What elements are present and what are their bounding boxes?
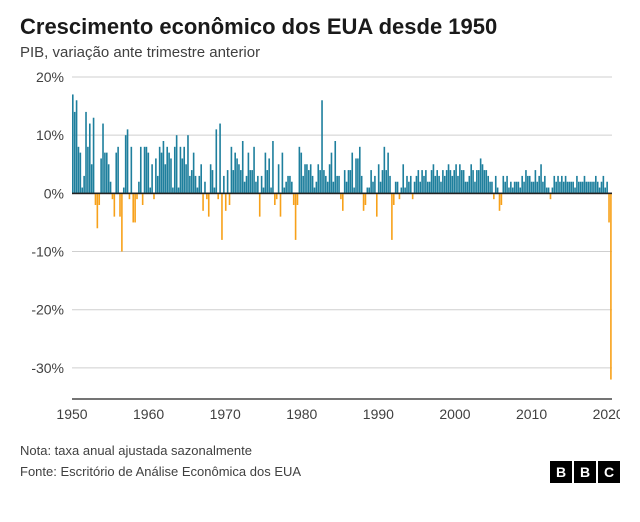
bbc-logo-letter: C xyxy=(598,461,620,483)
svg-text:2020: 2020 xyxy=(593,406,620,422)
chart-title: Crescimento econômico dos EUA desde 1950 xyxy=(20,14,620,40)
chart-note: Nota: taxa anual ajustada sazonalmente xyxy=(20,441,301,462)
bbc-logo: B B C xyxy=(550,461,620,483)
svg-text:-30%: -30% xyxy=(31,360,64,376)
svg-text:-20%: -20% xyxy=(31,302,64,318)
svg-text:1970: 1970 xyxy=(210,406,241,422)
svg-text:1990: 1990 xyxy=(363,406,394,422)
chart-subtitle: PIB, variação ante trimestre anterior xyxy=(20,44,620,61)
svg-text:2000: 2000 xyxy=(439,406,470,422)
bbc-logo-letter: B xyxy=(574,461,596,483)
svg-text:1960: 1960 xyxy=(133,406,164,422)
gdp-chart: 20% 10% 0% -10% -20% -30% 1950 1960 1970 1980 1990… xyxy=(20,71,620,431)
svg-text:20%: 20% xyxy=(36,71,64,85)
svg-text:10%: 10% xyxy=(36,127,64,143)
svg-text:2010: 2010 xyxy=(516,406,547,422)
svg-text:-10%: -10% xyxy=(31,244,64,260)
chart-source: Fonte: Escritório de Análise Econômica d… xyxy=(20,462,301,483)
svg-text:1950: 1950 xyxy=(56,406,87,422)
svg-text:0%: 0% xyxy=(44,185,64,201)
svg-text:1980: 1980 xyxy=(286,406,317,422)
bbc-logo-letter: B xyxy=(550,461,572,483)
